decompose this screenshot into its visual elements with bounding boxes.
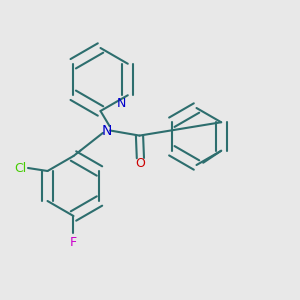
Text: Cl: Cl [15, 161, 27, 175]
Text: O: O [136, 157, 145, 170]
Text: N: N [117, 97, 126, 110]
Text: N: N [101, 124, 112, 137]
Text: F: F [70, 236, 77, 249]
